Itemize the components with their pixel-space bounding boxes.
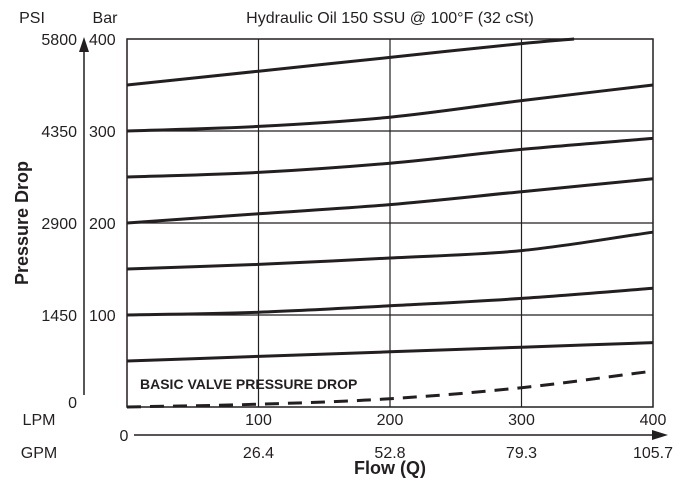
y-tick-bar-100: 100 <box>89 308 116 325</box>
basic-valve-curve <box>126 369 654 409</box>
chart-title: Hydraulic Oil 150 SSU @ 100°F (32 cSt) <box>246 10 534 27</box>
y-tick-psi-2900: 2900 <box>41 216 77 233</box>
x-axis-label: Flow (Q) <box>354 458 426 478</box>
pressure-curve-3 <box>126 230 654 271</box>
x-tick-gpm-1: 52.8 <box>374 445 405 462</box>
x-tick-lpm-300: 300 <box>508 412 535 429</box>
pressure-curve-6 <box>126 83 654 133</box>
x-tick-gpm-2: 79.3 <box>506 445 537 462</box>
pressure-curve-2 <box>126 286 654 317</box>
y-tick-psi-4350: 4350 <box>41 124 77 141</box>
x-tick-lpm-400: 400 <box>640 412 667 429</box>
x-tick-gpm-3: 105.7 <box>633 445 673 462</box>
y-unit-psi: PSI <box>19 10 45 27</box>
tick-labels: 100 200 300 400 26.4 52.8 79.3 105.7 100 200 300 40… <box>41 32 673 462</box>
x-axis-arrowhead <box>652 430 668 440</box>
pressure-curve-1 <box>126 341 654 363</box>
y-unit-bar: Bar <box>93 10 119 27</box>
pressure-curve-4 <box>126 177 654 225</box>
y-tick-bar-300: 300 <box>89 124 116 141</box>
y-axis-arrowhead <box>79 37 89 52</box>
pressure-curve-5 <box>126 136 654 179</box>
x-gpm-start-tick: 0 <box>120 428 129 445</box>
x-unit-gpm: GPM <box>21 445 57 462</box>
x-tick-gpm-0: 26.4 <box>243 445 274 462</box>
y-tick-psi-0: 0 <box>68 395 77 412</box>
x-tick-lpm-100: 100 <box>245 412 272 429</box>
pressure-curve-7 <box>126 37 575 87</box>
basic-valve-annotation: BASIC VALVE PRESSURE DROP <box>140 376 357 392</box>
y-axis-label: Pressure Drop <box>12 161 32 285</box>
y-tick-psi-5800: 5800 <box>41 32 77 49</box>
y-tick-bar-400: 400 <box>89 32 116 49</box>
x-unit-lpm: LPM <box>23 412 56 429</box>
series-group <box>126 37 654 409</box>
x-tick-lpm-200: 200 <box>377 412 404 429</box>
y-tick-bar-200: 200 <box>89 216 116 233</box>
y-tick-psi-1450: 1450 <box>41 308 77 325</box>
